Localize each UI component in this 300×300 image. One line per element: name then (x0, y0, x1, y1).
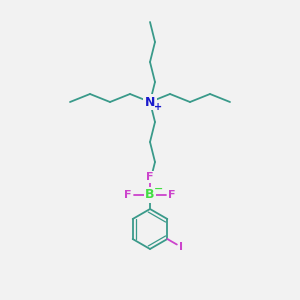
Text: I: I (179, 242, 183, 252)
Text: +: + (154, 102, 162, 112)
Text: F: F (146, 172, 154, 182)
Text: −: − (154, 184, 164, 194)
Text: F: F (168, 190, 176, 200)
Text: N: N (145, 95, 155, 109)
Text: B: B (145, 188, 155, 202)
Text: F: F (124, 190, 132, 200)
